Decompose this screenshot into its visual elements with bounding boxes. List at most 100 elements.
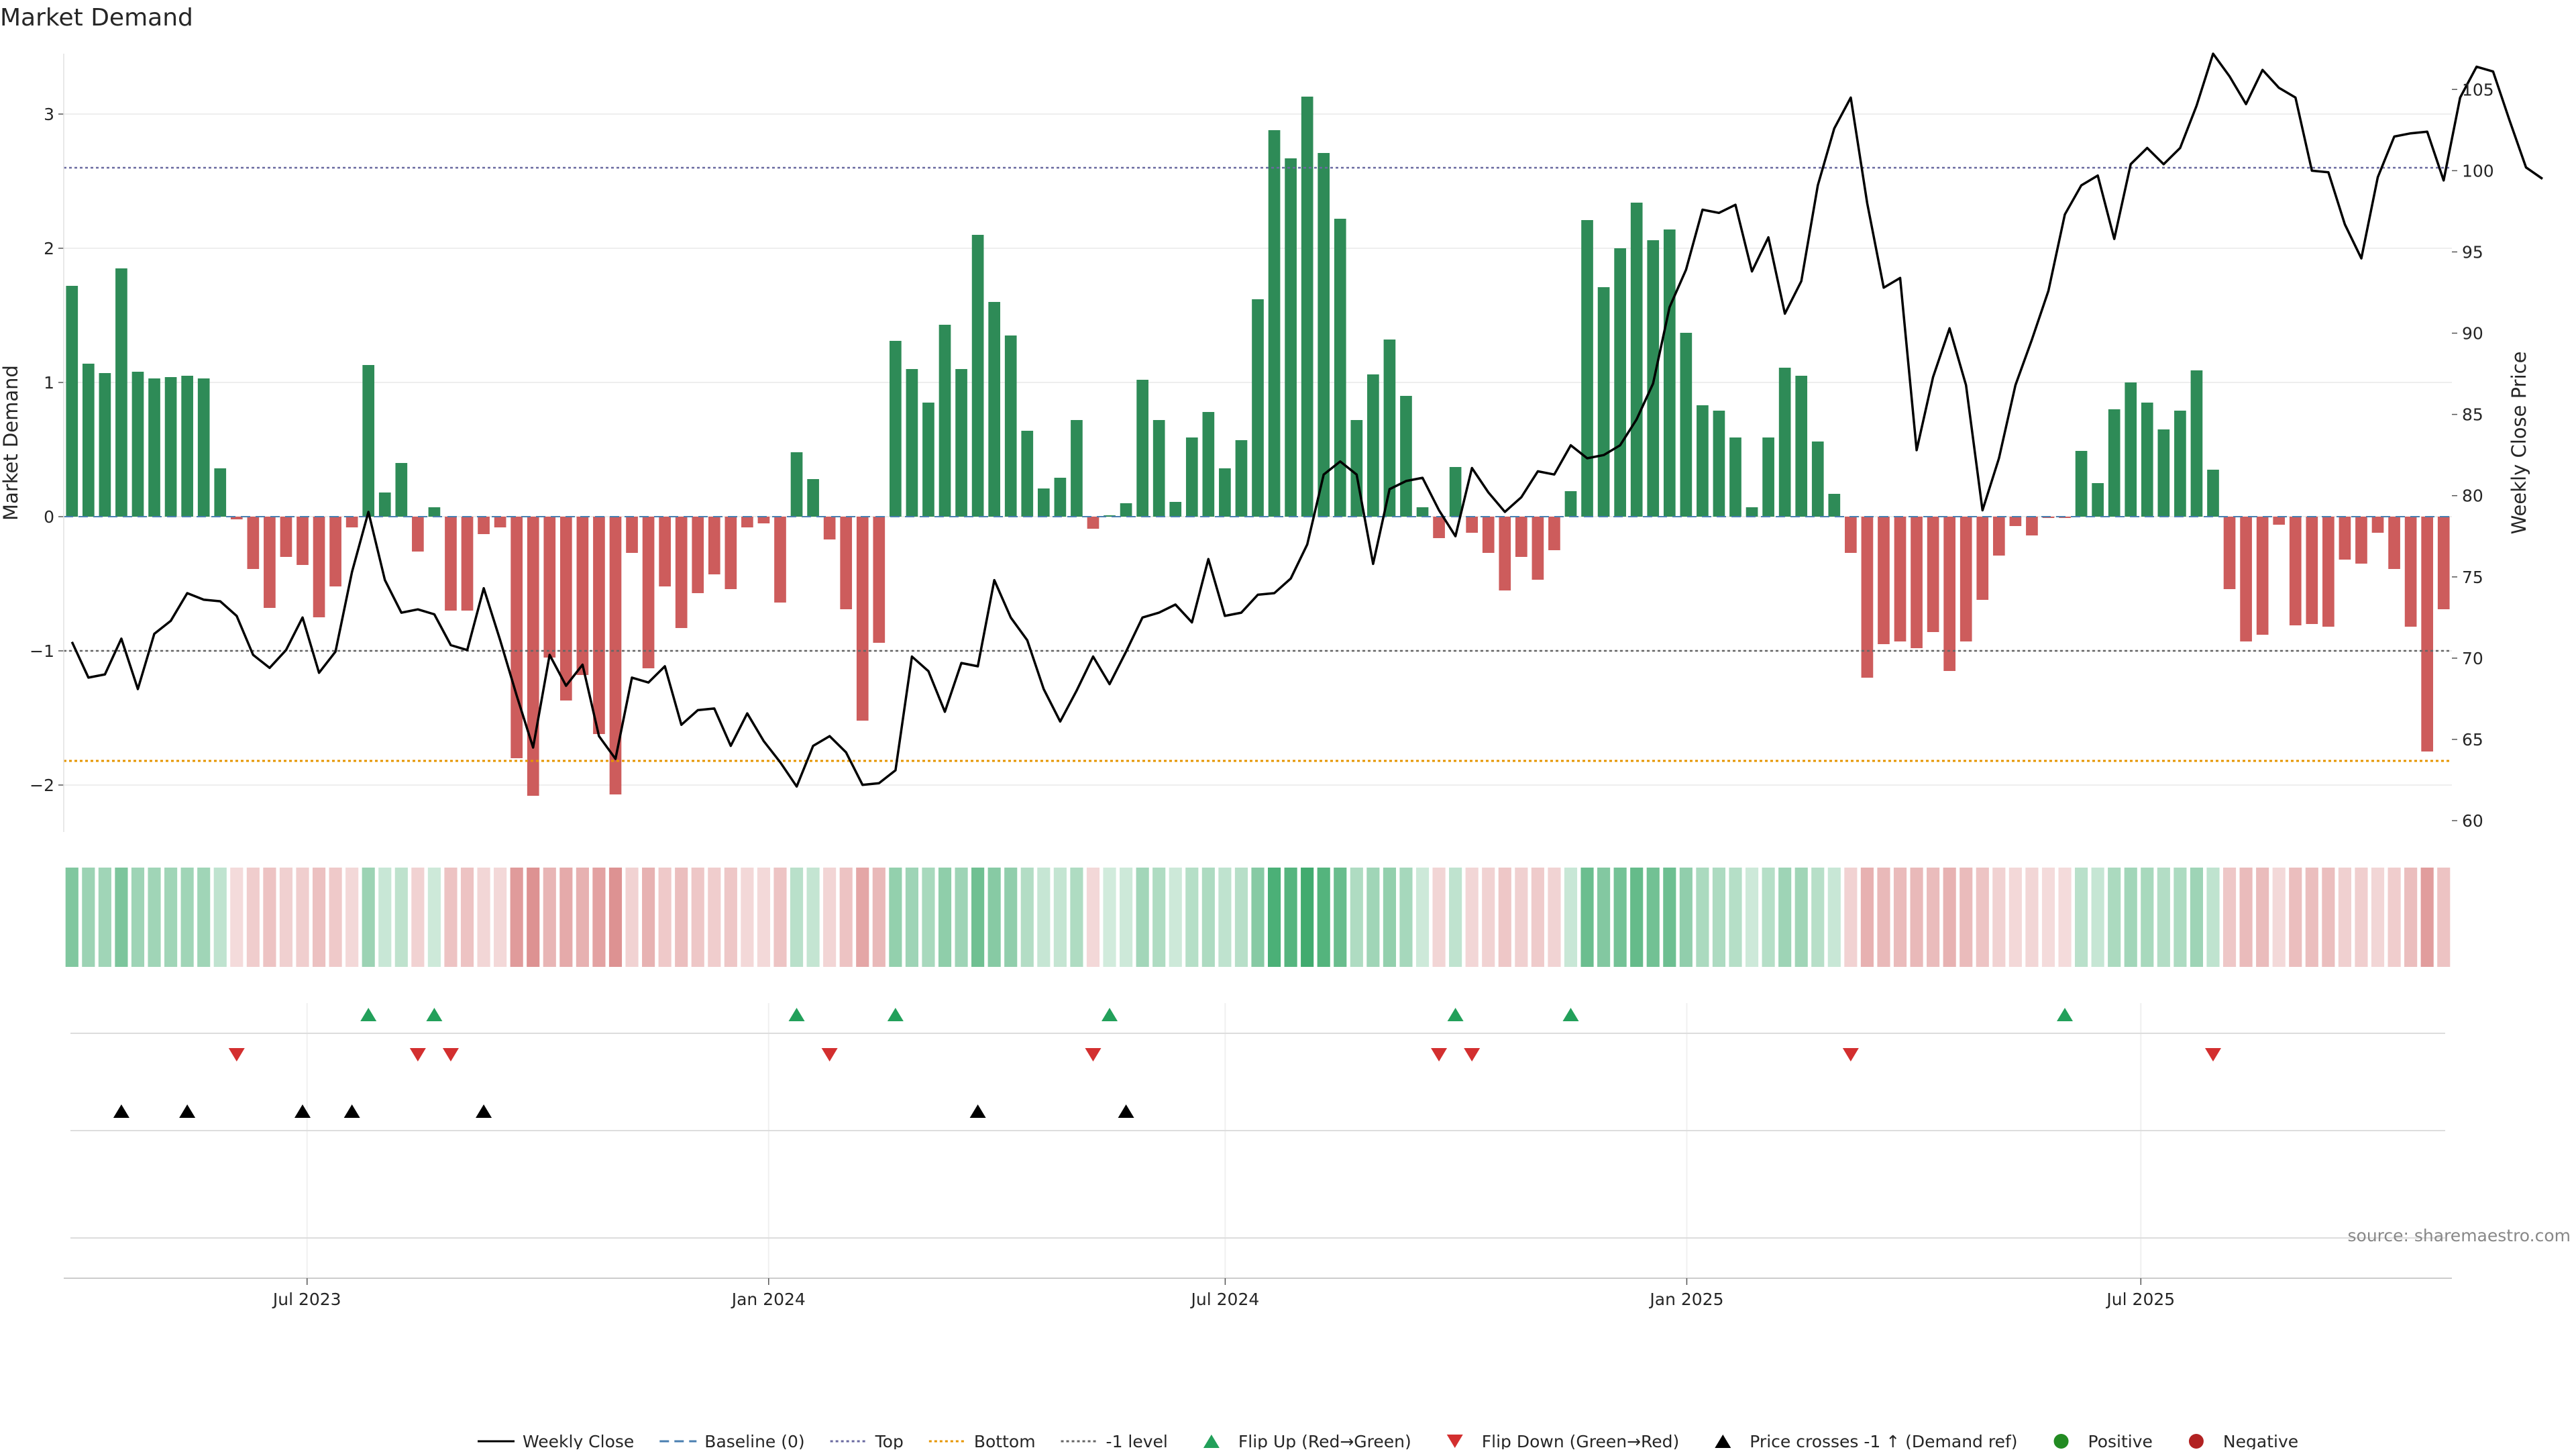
demand-bar-negative	[1960, 517, 1972, 641]
legend-item: Baseline (0)	[659, 1432, 805, 1451]
legend-label: -1 level	[1106, 1432, 1168, 1449]
heat-cell	[1103, 868, 1116, 967]
y2-tick-label: 95	[2462, 242, 2483, 262]
y2-tick-label: 90	[2462, 324, 2483, 344]
demand-bar-negative	[873, 517, 885, 643]
legend-dot-positive	[2053, 1434, 2069, 1449]
demand-bar-negative	[345, 517, 358, 527]
demand-bar-negative	[412, 517, 424, 552]
heat-cell	[971, 868, 985, 967]
demand-bar-negative	[609, 517, 622, 794]
heat-cell	[1811, 868, 1825, 967]
heat-cell	[938, 868, 952, 967]
legend-label: Top	[875, 1432, 904, 1449]
demand-bar-positive	[1318, 153, 1330, 517]
flip-up-marker	[1102, 1008, 1118, 1021]
demand-bar-positive	[1268, 130, 1281, 517]
demand-bar-positive	[1828, 494, 1841, 517]
legend-item: Bottom	[928, 1432, 1036, 1451]
heat-cell	[1037, 868, 1051, 967]
demand-bar-positive	[2174, 411, 2186, 517]
heat-cell	[2420, 868, 2434, 967]
y2-tick-label: 75	[2462, 568, 2483, 587]
heat-cell	[1251, 868, 1265, 967]
demand-bar-positive	[1120, 503, 1132, 517]
flip-up-marker	[887, 1008, 904, 1021]
demand-bar-negative	[1911, 517, 1923, 648]
flip-up-marker	[426, 1008, 443, 1021]
demand-bar-negative	[1927, 517, 1939, 632]
demand-bar-negative	[511, 517, 523, 758]
heat-cell	[1910, 868, 1923, 967]
demand-bar-negative	[2306, 517, 2318, 624]
demand-bar-negative	[280, 517, 292, 557]
flip-down-marker	[409, 1048, 426, 1061]
y2-tick-label: 60	[2462, 811, 2483, 831]
demand-bar-positive	[1778, 368, 1791, 517]
x-tick-label: Jan 2025	[1648, 1290, 1723, 1309]
heat-cell	[2108, 868, 2121, 967]
flip-down-marker	[1085, 1048, 1102, 1061]
demand-bar-negative	[2388, 517, 2400, 569]
demand-bar-positive	[1564, 491, 1577, 517]
heat-cell	[2157, 868, 2170, 967]
heat-cell	[1366, 868, 1380, 967]
y-tick-label: −2	[30, 776, 54, 795]
heat-cell	[2256, 868, 2269, 967]
demand-bar-negative	[724, 517, 737, 589]
demand-bar-positive	[1169, 502, 1182, 517]
demand-bar-negative	[642, 517, 655, 668]
demand-bar-negative	[478, 517, 490, 534]
heat-cell	[2222, 868, 2237, 967]
heat-cell	[1020, 868, 1034, 967]
demand-bar-positive	[1597, 287, 1610, 517]
demand-bar-positive	[938, 325, 951, 517]
heat-cell	[2355, 868, 2368, 967]
legend-item: -1 level	[1061, 1432, 1168, 1451]
heat-cell	[477, 868, 490, 967]
y2-tick-label: 100	[2462, 161, 2494, 180]
y-tick-label: 3	[44, 105, 54, 124]
heat-cell	[905, 868, 918, 967]
heat-cell	[889, 868, 902, 967]
heat-cell	[1449, 868, 1462, 967]
demand-bar-positive	[1104, 515, 1116, 517]
heat-cell	[658, 868, 672, 967]
demand-bar-positive	[1301, 97, 1313, 517]
demand-bar-positive	[790, 452, 803, 517]
heat-cell	[1712, 868, 1726, 967]
demand-bar-positive	[1697, 405, 1709, 517]
heat-cell	[1482, 868, 1495, 967]
price-cross-marker	[113, 1104, 129, 1118]
demand-bar-negative	[494, 517, 506, 527]
flip-down-marker	[228, 1048, 245, 1061]
heat-cell	[180, 868, 194, 967]
demand-bar-positive	[214, 468, 227, 517]
demand-bar-negative	[2256, 517, 2269, 635]
legend-item: Weekly Close	[478, 1432, 634, 1451]
demand-bar-negative	[2273, 517, 2286, 525]
demand-bar-negative	[527, 517, 539, 796]
bars-layer	[66, 97, 2450, 796]
heat-cell	[1432, 868, 1446, 967]
legend-triangle-up-icon	[1203, 1435, 1220, 1448]
flip-down-marker	[442, 1048, 459, 1061]
heat-cell	[1992, 868, 2006, 967]
legend-label: Flip Up (Red→Green)	[1238, 1432, 1411, 1449]
demand-bar-positive	[1630, 203, 1643, 517]
demand-bar-negative	[2404, 517, 2417, 627]
demand-bar-negative	[856, 517, 869, 721]
demand-bar-positive	[378, 492, 391, 517]
heat-cell	[1877, 868, 1890, 967]
heat-cell	[1860, 868, 1874, 967]
demand-bar-positive	[197, 378, 210, 517]
heat-cell	[230, 868, 244, 967]
demand-bar-positive	[2108, 409, 2121, 517]
demand-bar-negative	[2371, 517, 2384, 533]
demand-bar-positive	[1614, 248, 1626, 517]
demand-bar-positive	[1729, 437, 1741, 517]
legend-item: Top	[830, 1432, 904, 1451]
demand-bar-positive	[1037, 488, 1050, 517]
heat-cell	[543, 868, 556, 967]
